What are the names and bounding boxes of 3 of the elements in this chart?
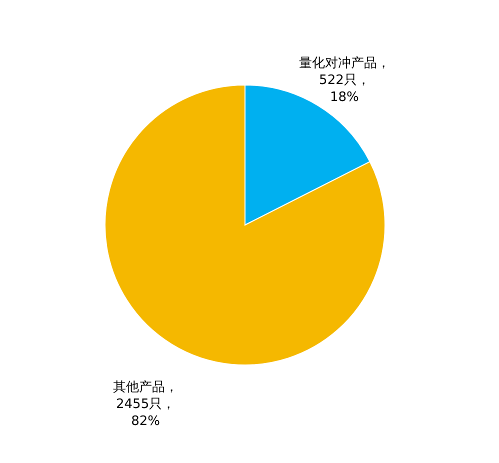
slice-label: 量化对冲产品，522只，18% [298,56,390,106]
slice-label: 其他产品，2455只，82% [113,380,178,429]
pie-slice [104,84,386,366]
